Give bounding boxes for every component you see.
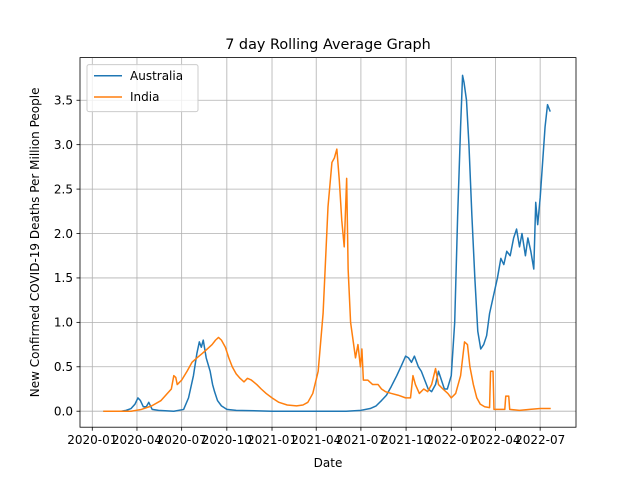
- y-tick-label: 3.0: [54, 138, 73, 152]
- x-tick-label: 2021-04: [291, 433, 341, 447]
- series-lines: [103, 74, 551, 412]
- x-tick-label: 2020-07: [157, 433, 207, 447]
- y-tick-label: 3.5: [54, 94, 73, 108]
- x-tick-label: 2020-04: [112, 433, 162, 447]
- grid: [80, 57, 576, 428]
- x-tick-label: 2020-10: [202, 433, 252, 447]
- y-tick-label: 2.5: [54, 182, 73, 196]
- x-tick-label: 2020-01: [67, 433, 117, 447]
- y-axis-label: New Confirmed COVID-19 Deaths Per Millio…: [28, 88, 42, 398]
- legend-label-india: India: [130, 90, 159, 104]
- x-tick-label: 2022-04: [470, 433, 520, 447]
- series-line-australia: [103, 74, 551, 412]
- plot-frame: [79, 57, 577, 428]
- chart-title: 7 day Rolling Average Graph: [225, 37, 431, 53]
- axis-ticks: 2020-012020-042020-072020-102021-012021-…: [54, 94, 565, 448]
- x-axis-label: Date: [314, 456, 343, 470]
- x-tick-label: 2022-01: [426, 433, 476, 447]
- y-tick-label: 0.0: [54, 405, 73, 419]
- series-line-india: [103, 148, 551, 412]
- y-tick-label: 2.0: [54, 227, 73, 241]
- x-tick-label: 2022-07: [515, 433, 565, 447]
- y-tick-label: 1.5: [54, 271, 73, 285]
- legend: Australia India: [86, 64, 199, 113]
- x-tick-label: 2021-10: [381, 433, 431, 447]
- y-tick-label: 0.5: [54, 360, 73, 374]
- x-tick-label: 2021-01: [247, 433, 297, 447]
- legend-label-australia: Australia: [130, 69, 183, 83]
- y-tick-label: 1.0: [54, 316, 73, 330]
- x-tick-label: 2021-07: [336, 433, 386, 447]
